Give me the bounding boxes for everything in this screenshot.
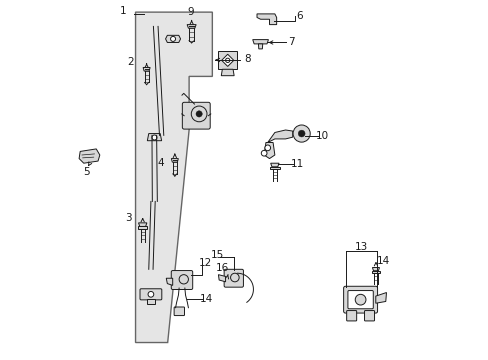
Text: 2: 2 [126, 57, 133, 67]
Text: 8: 8 [244, 54, 250, 64]
Polygon shape [135, 12, 212, 342]
Polygon shape [221, 54, 233, 66]
FancyBboxPatch shape [343, 286, 377, 313]
Text: 11: 11 [290, 159, 304, 169]
Polygon shape [257, 14, 276, 24]
Polygon shape [138, 223, 146, 226]
Polygon shape [264, 143, 274, 158]
Circle shape [191, 106, 206, 122]
Polygon shape [371, 271, 379, 273]
Text: 1: 1 [120, 6, 126, 17]
Polygon shape [267, 130, 292, 143]
Polygon shape [165, 35, 180, 42]
Polygon shape [138, 226, 147, 229]
Polygon shape [270, 167, 279, 169]
Circle shape [196, 111, 202, 117]
Polygon shape [252, 40, 268, 44]
Polygon shape [218, 275, 225, 282]
Circle shape [261, 150, 266, 156]
Text: 10: 10 [315, 131, 328, 141]
Circle shape [230, 273, 239, 282]
Text: 5: 5 [83, 167, 90, 177]
Circle shape [170, 36, 175, 41]
FancyBboxPatch shape [364, 311, 374, 321]
FancyBboxPatch shape [140, 289, 162, 300]
Text: 6: 6 [296, 11, 303, 21]
Polygon shape [221, 69, 234, 76]
Text: 16: 16 [215, 263, 228, 273]
Polygon shape [171, 158, 178, 162]
Text: 7: 7 [287, 37, 294, 48]
Circle shape [152, 135, 157, 140]
FancyBboxPatch shape [347, 291, 372, 309]
Text: 3: 3 [125, 212, 131, 222]
Polygon shape [166, 278, 172, 285]
Polygon shape [258, 44, 262, 49]
Polygon shape [79, 149, 100, 163]
Circle shape [264, 145, 270, 151]
FancyBboxPatch shape [174, 307, 184, 316]
Polygon shape [143, 67, 150, 71]
Circle shape [292, 125, 309, 142]
Polygon shape [187, 24, 196, 28]
Text: 4: 4 [157, 158, 163, 168]
FancyBboxPatch shape [346, 311, 356, 321]
Polygon shape [270, 163, 279, 167]
FancyBboxPatch shape [182, 102, 210, 129]
FancyBboxPatch shape [171, 271, 192, 289]
Circle shape [179, 275, 188, 284]
Text: 13: 13 [354, 242, 367, 252]
Circle shape [148, 292, 153, 297]
Text: 14: 14 [376, 256, 389, 266]
Text: 15: 15 [210, 250, 224, 260]
Circle shape [354, 294, 365, 305]
Polygon shape [372, 267, 379, 271]
Polygon shape [147, 134, 162, 141]
Text: 14: 14 [199, 294, 212, 303]
Text: 9: 9 [187, 7, 193, 17]
Circle shape [225, 58, 229, 63]
Text: 12: 12 [199, 258, 212, 268]
Polygon shape [146, 299, 155, 304]
Circle shape [298, 130, 305, 137]
Polygon shape [218, 51, 237, 69]
Polygon shape [375, 293, 386, 303]
FancyBboxPatch shape [224, 269, 243, 287]
